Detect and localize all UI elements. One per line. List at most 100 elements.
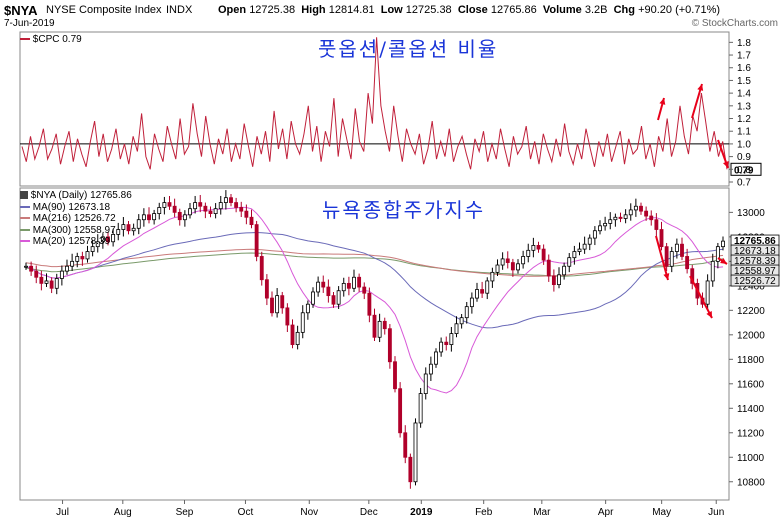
candle-body <box>469 297 474 308</box>
candle-body <box>721 240 725 248</box>
price-y-tick-label: 11200 <box>737 428 765 439</box>
legend-ma90: MA(90) 12673.18 <box>20 202 132 214</box>
close-label: Close <box>457 4 488 16</box>
candle-body <box>141 214 146 221</box>
candle-body <box>54 278 59 289</box>
x-tick-label: Jun <box>708 507 724 518</box>
cpc-y-tick-label: 1.0 <box>737 139 751 150</box>
candle-body <box>367 292 372 316</box>
candle-body <box>270 297 274 314</box>
cpc-legend: $CPC 0.79 <box>20 34 82 45</box>
candle-body <box>659 229 664 248</box>
high-label: High <box>301 4 326 16</box>
legend-ma20-swatch <box>20 240 30 243</box>
legend-ma300-swatch <box>20 228 30 231</box>
annotation-arrows <box>655 83 729 319</box>
candle-body <box>152 213 157 221</box>
candle-body <box>613 216 618 221</box>
legend-nya-value: 12765.86 <box>90 190 132 201</box>
candle-body <box>510 262 515 271</box>
candle-body <box>434 351 438 365</box>
candle-body <box>439 341 444 353</box>
candle-body <box>480 289 485 294</box>
candle-body <box>321 281 326 288</box>
candle-body <box>24 265 28 268</box>
moving-averages <box>25 206 724 394</box>
cpc-legend-name: $CPC <box>32 34 60 45</box>
candle-body <box>454 323 459 334</box>
candle-body <box>85 251 90 260</box>
candle-body <box>300 312 305 333</box>
candle-body <box>213 208 218 214</box>
candle-body <box>408 456 413 483</box>
price-y-tick-label: 12200 <box>737 306 765 317</box>
candle-body <box>403 432 408 458</box>
candle-body <box>639 205 643 212</box>
candle-body <box>490 271 495 282</box>
cpc-y-tick-label: 1.4 <box>737 89 751 100</box>
candle-body <box>259 256 264 281</box>
candle-body <box>116 229 121 235</box>
candle-body <box>623 214 628 219</box>
legend-ma20-name: MA(20) <box>32 236 66 247</box>
legend-ma90-swatch <box>20 205 30 208</box>
nyse-composite-annotation: 뉴욕종합주가지수 <box>322 198 486 222</box>
price-y-tick-label: 12000 <box>737 330 765 341</box>
candle-body <box>377 320 382 338</box>
candle-body <box>387 328 392 363</box>
annotation-arrow-head <box>706 311 712 318</box>
candle-body <box>557 274 561 286</box>
candle-body <box>100 236 105 243</box>
ma216-line <box>25 248 724 277</box>
price-last-value-label: 12578.39 <box>734 256 776 267</box>
annotation-arrow-head <box>723 161 729 168</box>
cpc-y-tick-label: 1.7 <box>737 51 751 62</box>
stockcharts-brand: © StockCharts.com <box>691 18 778 29</box>
candle-body <box>428 363 433 375</box>
cpc-panel-frame <box>19 31 730 187</box>
candle-body <box>188 208 192 216</box>
low-value: 12725.38 <box>405 4 452 16</box>
candle-body <box>39 276 44 284</box>
price-last-value-label: 12526.72 <box>734 276 776 287</box>
candle-body <box>172 205 177 213</box>
cpc-y-tick-label: 0.7 <box>737 178 751 189</box>
candle-body <box>598 225 602 232</box>
candle-body <box>577 248 582 252</box>
close-value: 12765.86 <box>490 4 537 16</box>
candle-body <box>398 388 403 434</box>
candle-body <box>239 207 244 212</box>
x-tick-label: Jul <box>56 507 69 518</box>
candle-body <box>218 202 223 210</box>
candle-body <box>193 202 198 210</box>
candle-body <box>628 209 633 216</box>
cpc-legend-swatch <box>20 38 30 41</box>
candle-body <box>495 264 500 273</box>
candle-body <box>664 246 669 267</box>
annotation-arrow-head <box>720 257 727 264</box>
candle-body <box>459 317 464 325</box>
candle-body <box>531 245 536 251</box>
candle-body <box>715 246 720 262</box>
candle-body <box>70 260 75 267</box>
x-tick-label: Feb <box>475 507 493 518</box>
candle-body <box>75 256 80 262</box>
candle-body <box>234 202 239 208</box>
x-tick-label: Apr <box>598 507 614 518</box>
x-tick-label: Dec <box>360 507 378 518</box>
price-y-tick-label: 11400 <box>737 404 765 415</box>
price-y-tick-label: 10800 <box>737 477 765 488</box>
legend-nya-swatch <box>20 191 28 200</box>
cpc-y-tick-label: 0.8 <box>737 165 751 176</box>
annotation-arrow-head <box>659 98 666 105</box>
cpc-legend-value: 0.79 <box>62 34 82 45</box>
chg-label: Chg <box>613 4 635 16</box>
candle-body <box>34 270 39 278</box>
legend-ma300-name: MA(300) <box>32 224 72 236</box>
price-y-tick-label: 13000 <box>737 208 765 219</box>
nya-legend: $NYA (Daily) 12765.86 MA(90) 12673.18 MA… <box>20 190 132 248</box>
price-y-tick-label: 11600 <box>737 379 765 390</box>
candle-body <box>285 307 290 326</box>
volume-label: Volume <box>542 4 582 16</box>
x-tick-label: Sep <box>176 507 194 518</box>
